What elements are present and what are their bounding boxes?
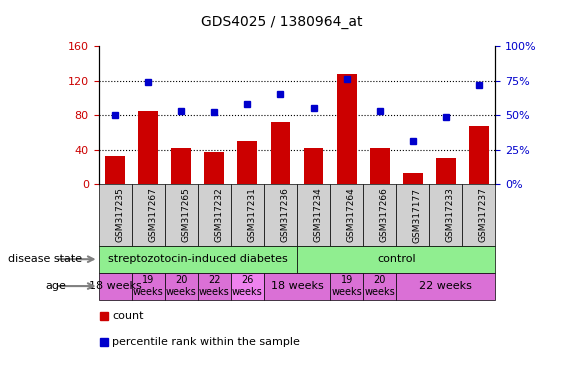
Text: GSM317237: GSM317237: [479, 188, 488, 242]
Text: GSM317235: GSM317235: [115, 188, 124, 242]
FancyBboxPatch shape: [198, 184, 231, 246]
Text: percentile rank within the sample: percentile rank within the sample: [113, 337, 300, 347]
Text: 19
weeks: 19 weeks: [133, 275, 163, 297]
Bar: [469, 126, 489, 184]
Text: 20
weeks: 20 weeks: [166, 275, 196, 297]
FancyBboxPatch shape: [264, 184, 297, 246]
Text: 26
weeks: 26 weeks: [232, 275, 263, 297]
Text: 22 weeks: 22 weeks: [419, 281, 472, 291]
Text: GSM317264: GSM317264: [347, 188, 356, 242]
Text: disease state: disease state: [8, 254, 83, 264]
Text: GSM317265: GSM317265: [181, 188, 190, 242]
Text: GSM317232: GSM317232: [215, 188, 224, 242]
Text: GDS4025 / 1380964_at: GDS4025 / 1380964_at: [201, 15, 362, 29]
Text: GSM317231: GSM317231: [247, 188, 256, 242]
Text: GSM317177: GSM317177: [413, 187, 422, 243]
Text: control: control: [377, 254, 415, 264]
FancyBboxPatch shape: [297, 246, 495, 273]
FancyBboxPatch shape: [99, 184, 132, 246]
Bar: [238, 141, 257, 184]
Text: 20
weeks: 20 weeks: [364, 275, 395, 297]
Bar: [204, 152, 224, 184]
FancyBboxPatch shape: [396, 184, 430, 246]
Text: GSM317234: GSM317234: [314, 188, 323, 242]
FancyBboxPatch shape: [363, 184, 396, 246]
FancyBboxPatch shape: [330, 273, 363, 300]
Bar: [303, 148, 324, 184]
FancyBboxPatch shape: [462, 184, 495, 246]
FancyBboxPatch shape: [132, 184, 164, 246]
Bar: [436, 158, 456, 184]
FancyBboxPatch shape: [164, 184, 198, 246]
FancyBboxPatch shape: [198, 273, 231, 300]
Text: GSM317233: GSM317233: [446, 188, 455, 242]
Bar: [271, 122, 291, 184]
Text: streptozotocin-induced diabetes: streptozotocin-induced diabetes: [108, 254, 288, 264]
Bar: [337, 74, 356, 184]
FancyBboxPatch shape: [396, 273, 495, 300]
Text: GSM317236: GSM317236: [280, 188, 289, 242]
Text: 19
weeks: 19 weeks: [331, 275, 362, 297]
FancyBboxPatch shape: [99, 273, 132, 300]
Text: age: age: [45, 281, 66, 291]
FancyBboxPatch shape: [363, 273, 396, 300]
FancyBboxPatch shape: [231, 273, 264, 300]
Text: GSM317267: GSM317267: [148, 188, 157, 242]
FancyBboxPatch shape: [330, 184, 363, 246]
FancyBboxPatch shape: [297, 184, 330, 246]
FancyBboxPatch shape: [132, 273, 164, 300]
Bar: [370, 148, 390, 184]
Text: 22
weeks: 22 weeks: [199, 275, 230, 297]
Bar: [138, 111, 158, 184]
FancyBboxPatch shape: [164, 273, 198, 300]
FancyBboxPatch shape: [264, 273, 330, 300]
FancyBboxPatch shape: [99, 246, 297, 273]
FancyBboxPatch shape: [430, 184, 462, 246]
FancyBboxPatch shape: [231, 184, 264, 246]
Text: 18 weeks: 18 weeks: [271, 281, 323, 291]
Text: count: count: [113, 311, 144, 321]
Bar: [171, 148, 191, 184]
Bar: [403, 173, 423, 184]
Text: GSM317266: GSM317266: [379, 188, 388, 242]
Bar: [105, 156, 125, 184]
Text: 18 weeks: 18 weeks: [89, 281, 141, 291]
